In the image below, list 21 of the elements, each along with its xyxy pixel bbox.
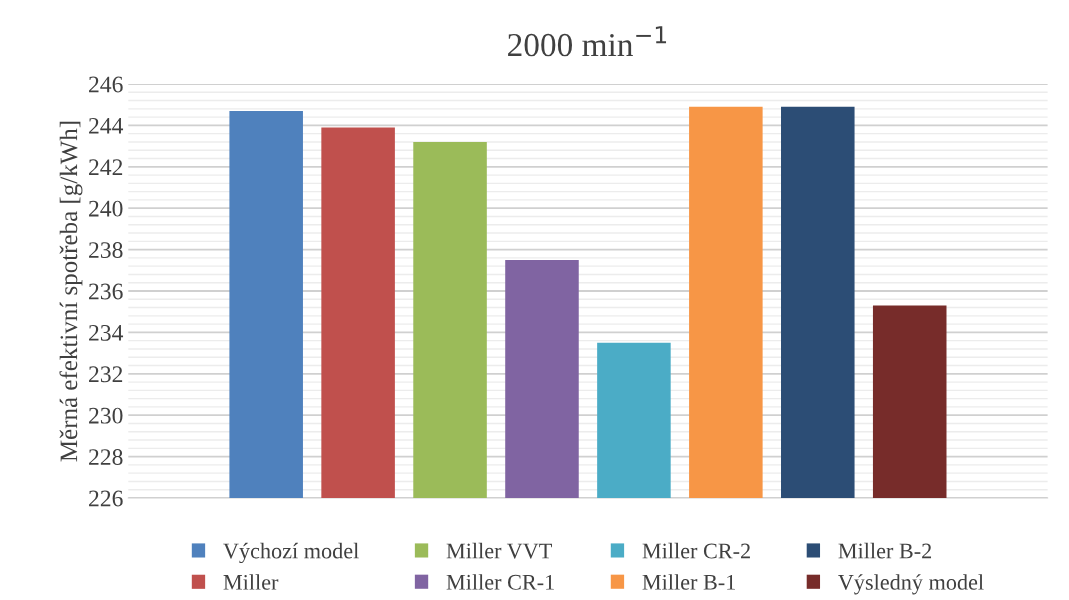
legend-label: Miller xyxy=(223,574,279,590)
y-tick-label: 232 xyxy=(89,366,123,383)
y-axis-title: Měrná efektivní spotřeba [g/kWh] xyxy=(59,121,83,462)
y-tick-label: 242 xyxy=(89,159,123,175)
y-tick-label: 226 xyxy=(89,490,123,507)
legend-label: Výsledný model xyxy=(838,574,984,595)
legend-label: Miller VVT xyxy=(446,542,552,559)
y-tick-label: 238 xyxy=(89,242,123,259)
y-tick-label: 240 xyxy=(89,200,123,217)
legend-label: Výchozí model xyxy=(223,542,359,564)
y-tick-label: 244 xyxy=(89,117,124,134)
y-tick-label: 228 xyxy=(89,449,123,466)
y-tick-label: 246 xyxy=(89,76,123,93)
y-tick-label: 234 xyxy=(89,324,124,341)
legend-label: Miller B-2 xyxy=(838,542,932,559)
legend-label: Miller CR-1 xyxy=(446,574,554,590)
legend-label: Miller CR-2 xyxy=(642,542,750,559)
legend-label: Miller B-1 xyxy=(642,574,735,590)
y-tick-label: 236 xyxy=(89,283,123,300)
chart-title: 2000 min$^{−1}$ xyxy=(508,26,667,57)
y-tick-label: 230 xyxy=(89,407,123,424)
